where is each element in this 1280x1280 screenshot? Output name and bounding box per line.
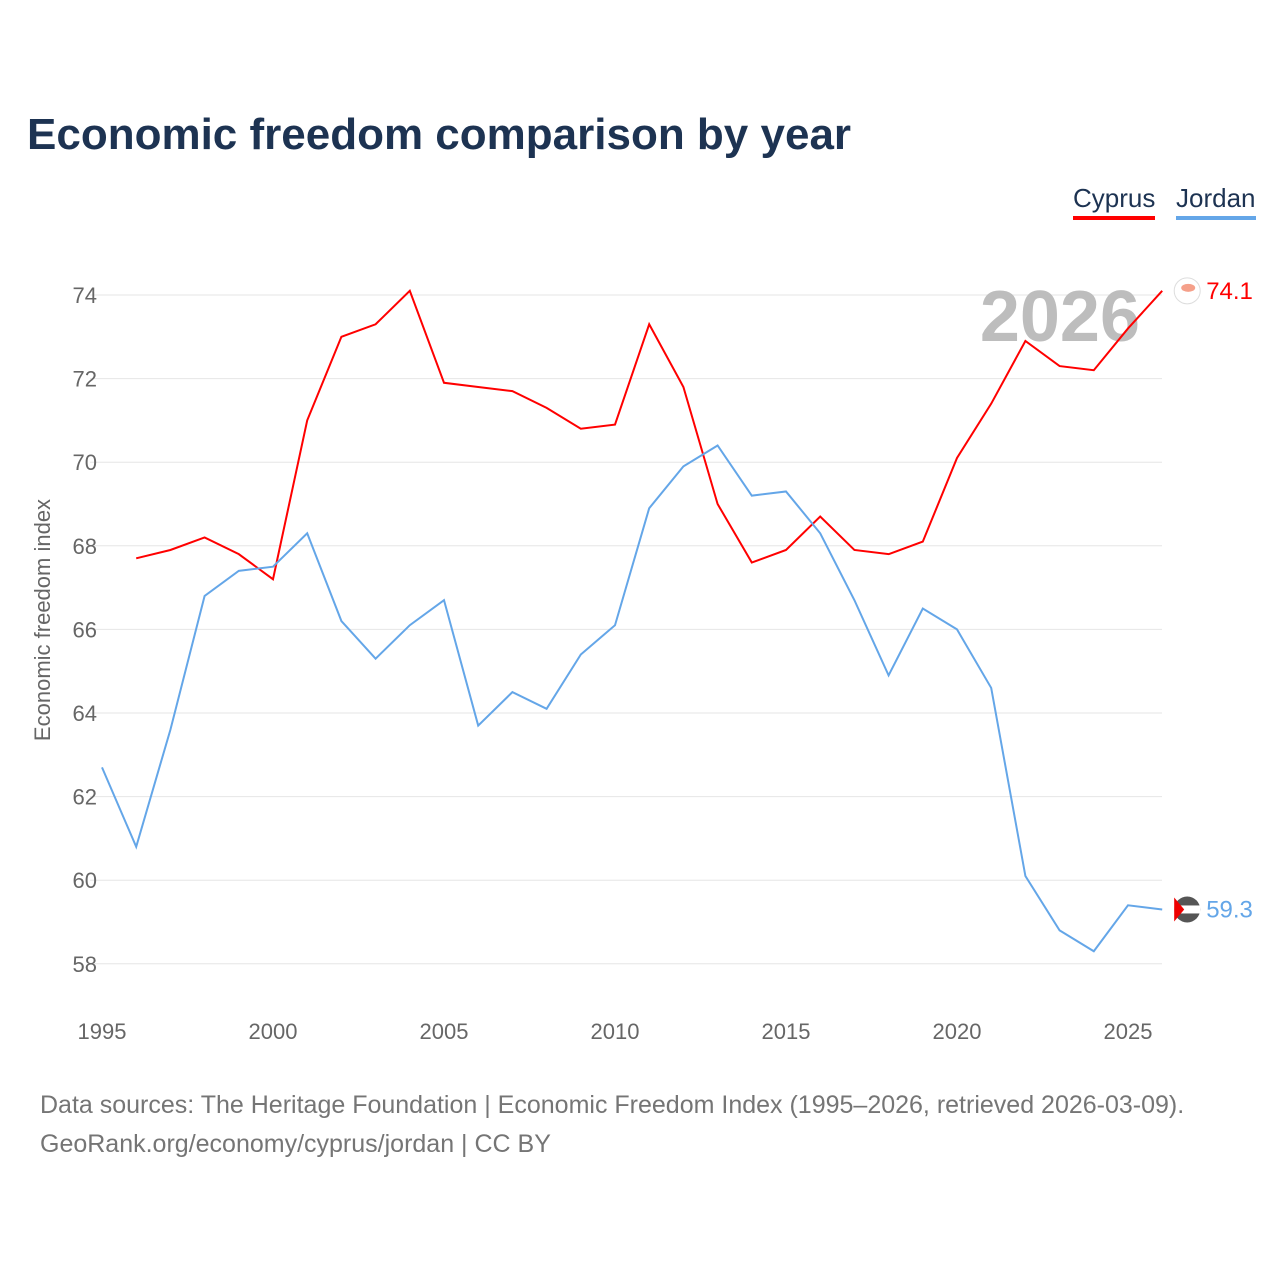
y-tick-label: 70	[73, 450, 97, 475]
data-point-jordan	[99, 764, 105, 770]
data-point-jordan	[270, 564, 276, 570]
data-point-cyprus	[1125, 325, 1131, 331]
legend-jordan[interactable]: Jordan	[1176, 183, 1256, 220]
end-value-label: 59.3	[1206, 896, 1253, 923]
end-value-label: 74.1	[1206, 278, 1253, 305]
y-tick-label: 60	[73, 868, 97, 893]
data-point-cyprus	[680, 384, 686, 390]
x-tick-label: 2005	[420, 1019, 469, 1044]
data-point-jordan	[1057, 927, 1063, 933]
data-point-jordan	[544, 706, 550, 712]
y-tick-label: 66	[73, 617, 97, 642]
data-point-cyprus	[612, 422, 618, 428]
data-point-jordan	[236, 568, 242, 574]
data-point-jordan	[509, 689, 515, 695]
data-point-jordan	[338, 618, 344, 624]
y-tick-label: 72	[73, 367, 97, 392]
series-line-cyprus	[135, 289, 1163, 581]
data-point-cyprus	[920, 539, 926, 545]
cyprus-flag-map	[1181, 283, 1196, 292]
y-tick-label: 62	[73, 785, 97, 810]
data-point-jordan	[475, 723, 481, 729]
data-point-cyprus	[236, 551, 242, 557]
data-point-jordan	[1125, 902, 1131, 908]
data-point-cyprus	[407, 288, 413, 294]
data-point-jordan	[167, 727, 173, 733]
data-point-cyprus	[509, 388, 515, 394]
chart-title: Economic freedom comparison by year	[27, 110, 852, 159]
series-line-jordan	[101, 444, 1163, 953]
data-point-cyprus	[304, 417, 310, 423]
x-tick-label: 2010	[591, 1019, 640, 1044]
data-point-jordan	[133, 844, 139, 850]
y-tick-label: 68	[73, 534, 97, 559]
data-point-jordan	[304, 530, 310, 536]
jordan-flag-stripe	[1174, 905, 1201, 914]
x-tick-label: 2015	[762, 1019, 811, 1044]
data-point-cyprus	[167, 547, 173, 553]
data-point-cyprus	[646, 321, 652, 327]
data-point-cyprus	[988, 401, 994, 407]
y-tick-label: 64	[73, 701, 97, 726]
data-point-jordan	[1159, 906, 1165, 912]
data-point-cyprus	[202, 534, 208, 540]
data-point-cyprus	[954, 455, 960, 461]
data-point-cyprus	[817, 514, 823, 520]
year-label: 2026	[980, 277, 1140, 357]
x-tick-label: 2025	[1104, 1019, 1153, 1044]
data-point-jordan	[886, 672, 892, 678]
data-point-jordan	[783, 488, 789, 494]
jordan-flag-triangle	[1174, 897, 1185, 922]
data-point-jordan	[715, 442, 721, 448]
data-point-cyprus	[373, 321, 379, 327]
data-point-cyprus	[475, 384, 481, 390]
y-axis-label: Economic freedom index	[30, 499, 55, 741]
x-tick-label: 2000	[249, 1019, 298, 1044]
data-point-jordan	[441, 597, 447, 603]
data-point-jordan	[1091, 948, 1097, 954]
data-point-jordan	[373, 656, 379, 662]
data-point-cyprus	[715, 501, 721, 507]
x-tick-label: 1995	[78, 1019, 127, 1044]
source-note: Data sources: The Heritage Foundation | …	[40, 1086, 1184, 1164]
data-point-cyprus	[578, 426, 584, 432]
data-point-cyprus	[133, 555, 139, 561]
data-point-jordan	[749, 493, 755, 499]
data-point-jordan	[680, 463, 686, 469]
source-line-2[interactable]: GeoRank.org/economy/cyprus/jordan | CC B…	[40, 1130, 551, 1158]
data-point-cyprus	[1022, 338, 1028, 344]
data-point-cyprus	[749, 560, 755, 566]
legend-cyprus[interactable]: Cyprus	[1073, 183, 1156, 220]
data-point-jordan	[988, 685, 994, 691]
data-point-cyprus	[783, 547, 789, 553]
data-point-cyprus	[1057, 363, 1063, 369]
data-point-cyprus	[544, 405, 550, 411]
y-tick-label: 58	[73, 952, 97, 977]
data-point-jordan	[612, 622, 618, 628]
data-point-jordan	[954, 626, 960, 632]
source-line-1: Data sources: The Heritage Foundation | …	[40, 1091, 1185, 1119]
data-point-jordan	[646, 505, 652, 511]
data-point-jordan	[817, 530, 823, 536]
data-point-jordan	[202, 593, 208, 599]
y-tick-label: 74	[73, 283, 97, 308]
data-point-jordan	[578, 651, 584, 657]
data-point-cyprus	[886, 551, 892, 557]
data-point-cyprus	[338, 334, 344, 340]
data-point-jordan	[920, 606, 926, 612]
data-point-jordan	[407, 622, 413, 628]
x-tick-label: 2020	[933, 1019, 982, 1044]
data-point-cyprus	[441, 380, 447, 386]
data-point-cyprus	[270, 576, 276, 582]
data-point-cyprus	[1159, 288, 1165, 294]
data-point-jordan	[1022, 873, 1028, 879]
data-point-jordan	[851, 597, 857, 603]
data-point-cyprus	[851, 547, 857, 553]
data-point-cyprus	[1091, 367, 1097, 373]
